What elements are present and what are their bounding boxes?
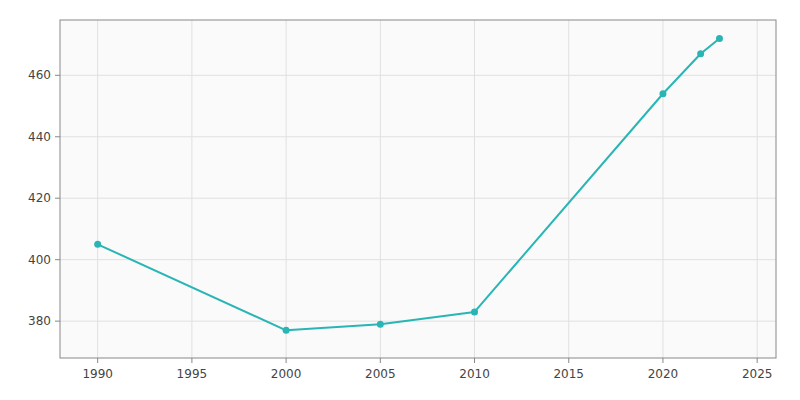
y-tick (55, 321, 60, 322)
y-tick (55, 75, 60, 76)
x-tick (286, 358, 287, 363)
x-tick (191, 358, 192, 363)
x-tick-label: 2010 (459, 367, 490, 381)
x-tick-label: 1995 (177, 367, 208, 381)
x-tick (568, 358, 569, 363)
y-tick (55, 136, 60, 137)
x-grid-line (380, 20, 381, 358)
y-grid-line (60, 136, 776, 137)
x-grid-line (757, 20, 758, 358)
x-grid-line (568, 20, 569, 358)
point (716, 35, 723, 42)
x-tick-label: 2005 (365, 367, 396, 381)
y-grid-line (60, 259, 776, 260)
y-grid-line (60, 75, 776, 76)
x-tick-label: 2020 (648, 367, 679, 381)
point (377, 321, 384, 328)
x-tick (97, 358, 98, 363)
y-tick-label: 400 (28, 253, 51, 267)
x-tick (474, 358, 475, 363)
ticks: 1990 1995 2000 2005 2010 2015 2020 2025 380 400 42… (28, 68, 772, 381)
y-tick (55, 259, 60, 260)
x-tick (757, 358, 758, 363)
x-grid-line (191, 20, 192, 358)
point (697, 50, 704, 57)
x-grid-line (97, 20, 98, 358)
grid (60, 20, 776, 358)
x-grid-line (662, 20, 663, 358)
x-tick (662, 358, 663, 363)
plot-frame (60, 20, 776, 358)
point (283, 327, 290, 334)
line (98, 38, 720, 330)
point (659, 90, 666, 97)
point (471, 308, 478, 315)
y-tick-label: 420 (28, 191, 51, 205)
y-grid-line (60, 321, 776, 322)
chart-container: 1990 1995 2000 2005 2010 2015 2020 2025 380 400 42… (0, 0, 800, 400)
y-tick (55, 198, 60, 199)
y-tick-label: 460 (28, 68, 51, 82)
x-tick-label: 2025 (742, 367, 773, 381)
x-tick-label: 1990 (82, 367, 113, 381)
x-grid-line (286, 20, 287, 358)
plot-area (60, 20, 776, 358)
x-grid-line (474, 20, 475, 358)
x-tick-label: 2000 (271, 367, 302, 381)
y-tick-label: 380 (28, 314, 51, 328)
y-grid-line (60, 198, 776, 199)
x-tick-label: 2015 (553, 367, 584, 381)
x-tick (380, 358, 381, 363)
chart: 1990 1995 2000 2005 2010 2015 2020 2025 380 400 42… (0, 0, 800, 400)
point (94, 241, 101, 248)
y-tick-label: 440 (28, 130, 51, 144)
series (94, 35, 723, 334)
